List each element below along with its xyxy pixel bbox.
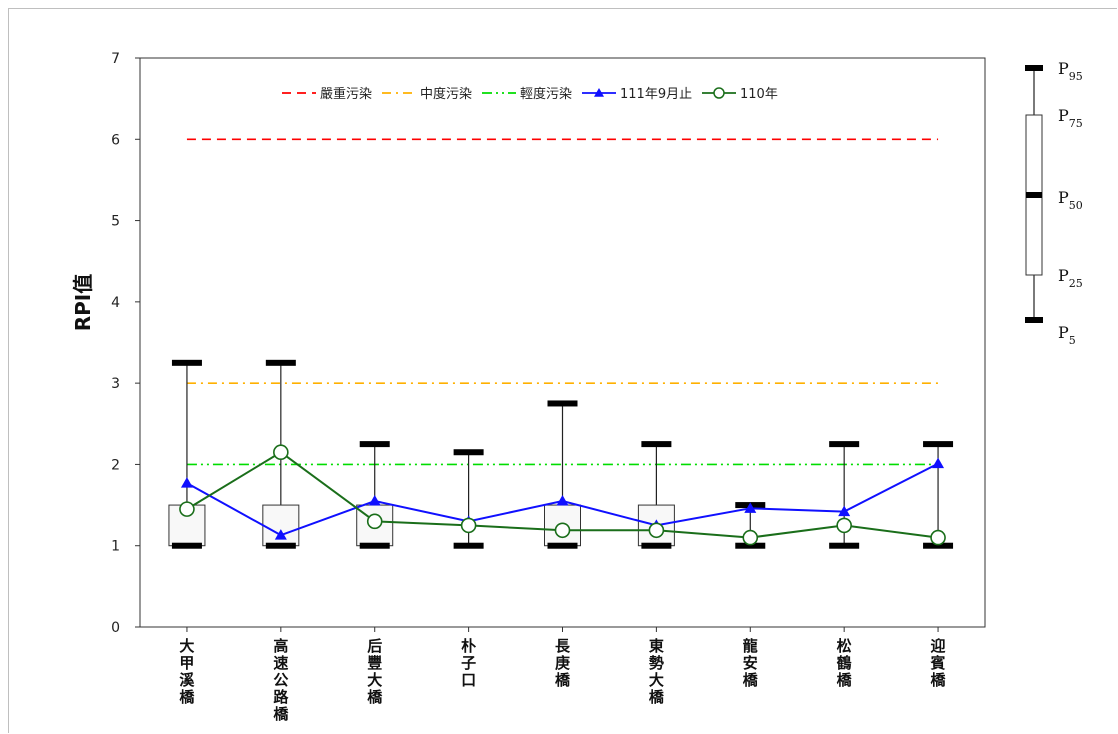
- series-point-circle: [273, 444, 289, 461]
- percentile-key: P95 P75 P50 P25 P5: [1025, 59, 1083, 347]
- box-plot: [168, 359, 206, 549]
- legend-label: 中度污染: [420, 86, 472, 102]
- p5-cap: [735, 542, 766, 549]
- key-label-p95: P95: [1058, 59, 1083, 83]
- key-label-p5: P5: [1058, 323, 1076, 347]
- p5-cap: [265, 542, 296, 549]
- p5-cap: [171, 542, 202, 549]
- p5-cap: [829, 542, 860, 549]
- box-plot: [356, 441, 394, 549]
- series-point-circle: [742, 529, 759, 546]
- series-point-triangle: [368, 495, 381, 506]
- p5-cap: [923, 542, 954, 549]
- y-tick-label: 3: [111, 376, 120, 392]
- category-label: 松鶴橋: [837, 637, 853, 689]
- y-axis-label: RPI值: [71, 274, 95, 332]
- legend-item: 中度污染: [382, 86, 472, 102]
- legend-item: 輕度污染: [482, 86, 572, 102]
- legend-label: 嚴重污染: [320, 86, 372, 102]
- y-tick-label: 5: [111, 214, 120, 230]
- box-plot: [637, 441, 675, 549]
- series-point-triangle: [274, 529, 287, 540]
- key-label-p75: P75: [1058, 106, 1083, 130]
- category-label: 東勢大橋: [649, 637, 665, 706]
- series-point-circle: [366, 513, 383, 530]
- category-label: 朴子口: [461, 637, 476, 689]
- legend-label: 輕度污染: [520, 86, 572, 102]
- legend-label: 110年: [740, 87, 778, 102]
- p95-cap: [265, 359, 296, 366]
- y-tick-label: 7: [111, 51, 120, 67]
- category-label: 迎賓橋: [930, 637, 947, 689]
- key-p95-cap: [1025, 65, 1043, 71]
- y-tick-label: 6: [111, 132, 120, 148]
- series-point-circle: [179, 501, 195, 517]
- series-point-triangle: [838, 505, 851, 517]
- series-point-triangle: [744, 502, 757, 513]
- series-point-circle: [930, 529, 946, 546]
- y-tick-label: 0: [111, 620, 120, 636]
- series-point-triangle: [180, 477, 193, 488]
- p95-cap: [171, 359, 202, 366]
- p95-cap: [641, 441, 672, 448]
- p5-cap: [453, 542, 484, 549]
- legend-item: 嚴重污染: [282, 86, 372, 102]
- p95-cap: [829, 441, 860, 448]
- legend-marker-circle: [713, 87, 725, 99]
- legend-item: 111年9月止: [582, 87, 692, 102]
- y-tick-label: 2: [111, 457, 120, 473]
- box: [168, 504, 206, 547]
- chart-frame: [8, 8, 1117, 733]
- p5-cap: [359, 542, 390, 549]
- y-tick-label: 4: [111, 295, 120, 311]
- series-point-circle: [648, 522, 665, 539]
- y-tick-label: 1: [111, 539, 120, 555]
- key-label-p25: P25: [1058, 266, 1083, 290]
- legend-item: 110年: [702, 87, 778, 102]
- category-label: 高速公路橋: [273, 637, 289, 723]
- legend-label: 111年9月止: [620, 87, 692, 102]
- series-point-circle: [554, 522, 571, 539]
- key-label-p50: P50: [1058, 188, 1083, 212]
- category-label: 龍安橋: [743, 637, 759, 689]
- key-p5-cap: [1025, 317, 1043, 323]
- p95-cap: [547, 400, 578, 407]
- p95-cap: [453, 449, 484, 456]
- series-point-circle: [836, 517, 852, 534]
- category-label: 后豐大橋: [367, 637, 383, 706]
- key-median-bar: [1026, 192, 1042, 198]
- p5-cap: [547, 542, 578, 549]
- category-label: 大甲溪橋: [179, 637, 195, 706]
- series-point-triangle: [556, 495, 569, 506]
- p95-cap: [359, 441, 390, 448]
- p95-cap: [923, 441, 954, 448]
- series-point-triangle: [932, 457, 945, 469]
- legend-marker-triangle: [594, 88, 604, 97]
- series-point-circle: [460, 517, 477, 534]
- p5-cap: [641, 542, 672, 549]
- category-label: 長庚橋: [555, 637, 571, 689]
